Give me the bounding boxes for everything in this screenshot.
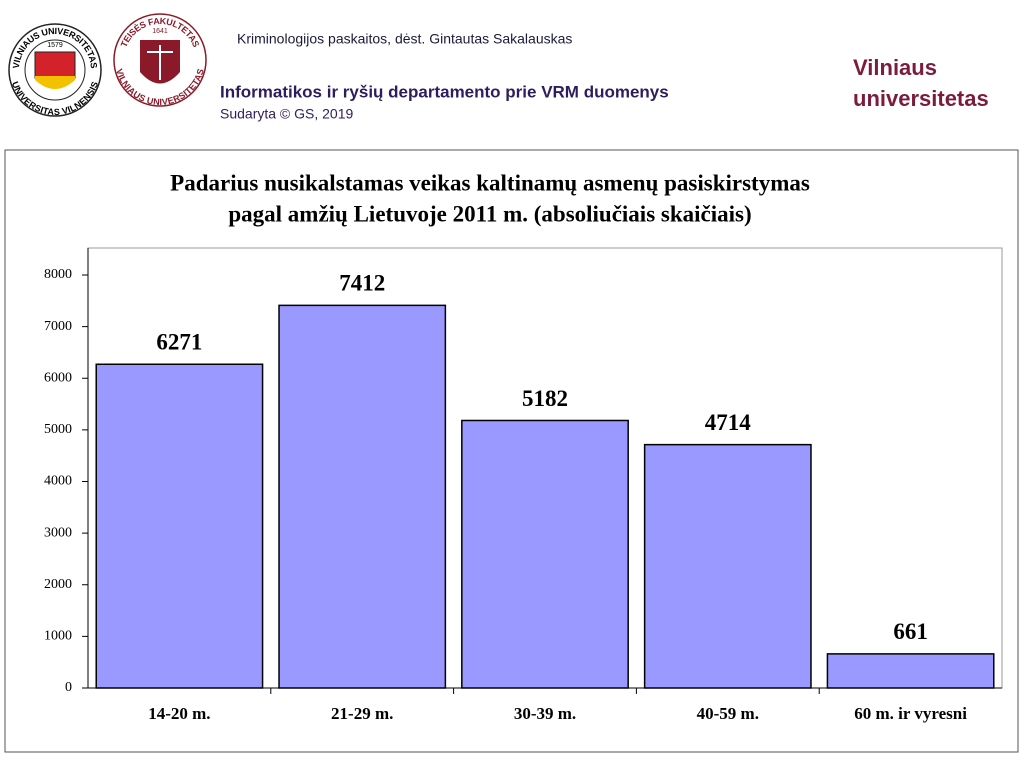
x-tick-label: 14-20 m. — [148, 704, 210, 723]
logo-right: TEISĖS FAKULTETAS VILNIAUS UNIVERSITETAS… — [113, 13, 207, 107]
chart-title: Padarius nusikalstamas veikas kaltinamų … — [170, 170, 810, 195]
bar — [278, 304, 447, 689]
x-tick-label: 21-29 m. — [331, 704, 393, 723]
y-tick-label: 3000 — [44, 525, 72, 540]
value-label: 6271 — [156, 330, 202, 355]
value-label: 7412 — [339, 271, 385, 296]
course: Kriminologijos paskaitos, dėst. Gintauta… — [237, 31, 572, 47]
y-tick-label: 0 — [65, 680, 72, 695]
chart-title: pagal amžių Lietuvoje 2011 m. (absoliuči… — [228, 201, 751, 226]
y-tick-label: 1000 — [44, 629, 72, 644]
logo-left: VILNIAUS UNIVERSITETAS UNIVERSITAS VILNE… — [8, 23, 102, 117]
x-tick-label: 30-39 m. — [514, 704, 576, 723]
value-label: 4714 — [705, 410, 752, 435]
y-tick-label: 7000 — [44, 319, 72, 334]
credit: Sudaryta © GS, 2019 — [220, 106, 353, 122]
y-tick-label: 2000 — [44, 577, 72, 592]
value-label: 661 — [893, 619, 928, 644]
logo-shield-base — [35, 76, 75, 89]
y-tick-label: 8000 — [44, 267, 72, 282]
value-label: 5182 — [522, 386, 568, 411]
bar — [95, 363, 264, 689]
source: Informatikos ir ryšių departamento prie … — [220, 82, 669, 101]
y-tick-label: 6000 — [44, 370, 72, 385]
logo-year: 1579 — [47, 42, 63, 49]
x-tick-label: 40-59 m. — [697, 704, 759, 723]
x-tick-label: 60 m. ir vyresni — [854, 704, 967, 723]
bar — [643, 443, 812, 689]
bar — [461, 419, 629, 689]
y-tick-label: 4000 — [44, 474, 72, 489]
brand: universitetas — [853, 86, 989, 111]
bar — [826, 653, 995, 689]
logo-year: 1641 — [152, 28, 168, 35]
brand: Vilniaus — [853, 55, 937, 80]
y-tick-label: 5000 — [44, 422, 72, 437]
